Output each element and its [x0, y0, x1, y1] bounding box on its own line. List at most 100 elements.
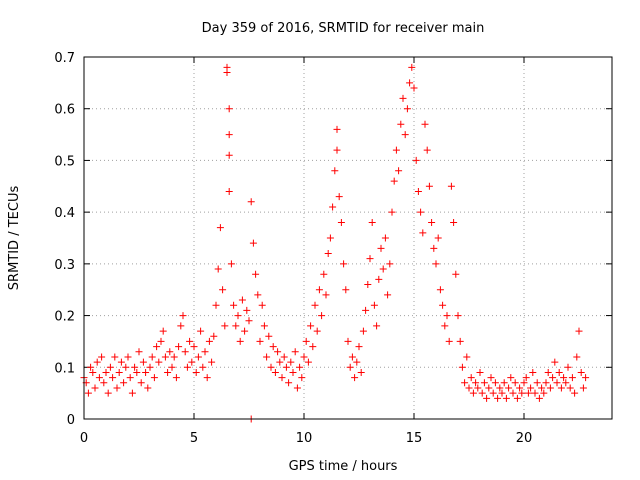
y-tick-label: 0.2 [54, 310, 75, 325]
data-point [560, 374, 568, 382]
data-point [230, 301, 238, 309]
data-point [575, 327, 583, 335]
data-point [513, 394, 521, 402]
data-point [263, 353, 271, 361]
data-point [487, 374, 495, 382]
data-point [366, 255, 374, 263]
data-point [298, 374, 306, 382]
data-point [507, 374, 515, 382]
data-point [324, 250, 332, 258]
data-point [199, 363, 207, 371]
data-point [236, 337, 244, 345]
data-point [388, 208, 396, 216]
data-point [342, 286, 350, 294]
data-point [155, 358, 163, 366]
data-point [423, 146, 431, 154]
data-point [212, 301, 220, 309]
data-point [282, 363, 290, 371]
axis-ticks: 0 0.1 0.2 0.3 0.4 0.5 0.6 0.7 0 5 10 15 20 [54, 51, 612, 446]
data-point [210, 332, 218, 340]
data-point [533, 379, 541, 387]
data-point [375, 275, 383, 283]
data-point [551, 358, 559, 366]
data-point [146, 363, 154, 371]
data-point [441, 322, 449, 330]
data-point [381, 234, 389, 242]
data-point [571, 389, 579, 397]
data-point [443, 312, 451, 320]
data-point [434, 234, 442, 242]
data-point [511, 379, 519, 387]
data-point [421, 120, 429, 128]
data-point [322, 291, 330, 299]
data-point [238, 296, 246, 304]
data-point [137, 379, 145, 387]
data-point [412, 156, 420, 164]
data-point [188, 358, 196, 366]
data-point [562, 379, 570, 387]
data-point [395, 167, 403, 175]
data-point [496, 384, 504, 392]
data-point [157, 337, 165, 345]
data-point [144, 384, 152, 392]
data-point [150, 374, 158, 382]
data-point [285, 379, 293, 387]
data-point [153, 343, 161, 351]
data-point [476, 368, 484, 376]
y-tick-label: 0.1 [54, 361, 75, 376]
data-point [104, 389, 112, 397]
data-point [289, 368, 297, 376]
data-point [483, 394, 491, 402]
data-point [485, 384, 493, 392]
data-point [168, 363, 176, 371]
data-point [474, 384, 482, 392]
data-point [309, 343, 317, 351]
data-point [274, 348, 282, 356]
data-point [359, 327, 367, 335]
data-point [472, 379, 480, 387]
data-point [221, 322, 229, 330]
data-point [84, 389, 92, 397]
chart-title: Day 359 of 2016, SRMTID for receiver mai… [202, 21, 485, 36]
data-point [102, 368, 110, 376]
data-point [408, 63, 416, 71]
y-tick-label: 0.4 [54, 206, 75, 221]
data-point [139, 358, 147, 366]
data-point [467, 374, 475, 382]
plot-frame [83, 56, 613, 420]
data-point [579, 384, 587, 392]
data-point [280, 353, 288, 361]
data-point [351, 374, 359, 382]
data-point [234, 312, 242, 320]
data-point [450, 218, 458, 226]
data-point [111, 353, 119, 361]
data-point [271, 368, 279, 376]
data-point [544, 368, 552, 376]
data-point [480, 379, 488, 387]
data-point [368, 218, 376, 226]
data-point [214, 265, 222, 273]
data-point [392, 146, 400, 154]
data-point [100, 379, 108, 387]
data-point [456, 337, 464, 345]
data-point [505, 384, 513, 392]
data-point [307, 322, 315, 330]
data-point [208, 358, 216, 366]
data-point [403, 105, 411, 113]
data-point [260, 322, 268, 330]
data-point [241, 327, 249, 335]
data-point [247, 198, 255, 206]
data-point [489, 389, 497, 397]
data-point [498, 389, 506, 397]
data-point [401, 131, 409, 139]
data-point [172, 374, 180, 382]
x-tick-label: 15 [406, 431, 423, 446]
data-point [320, 270, 328, 278]
data-point [87, 363, 95, 371]
data-point [287, 358, 295, 366]
data-point [181, 348, 189, 356]
data-point [430, 244, 438, 252]
data-point [535, 394, 543, 402]
data-point [379, 265, 387, 273]
data-point [183, 363, 191, 371]
